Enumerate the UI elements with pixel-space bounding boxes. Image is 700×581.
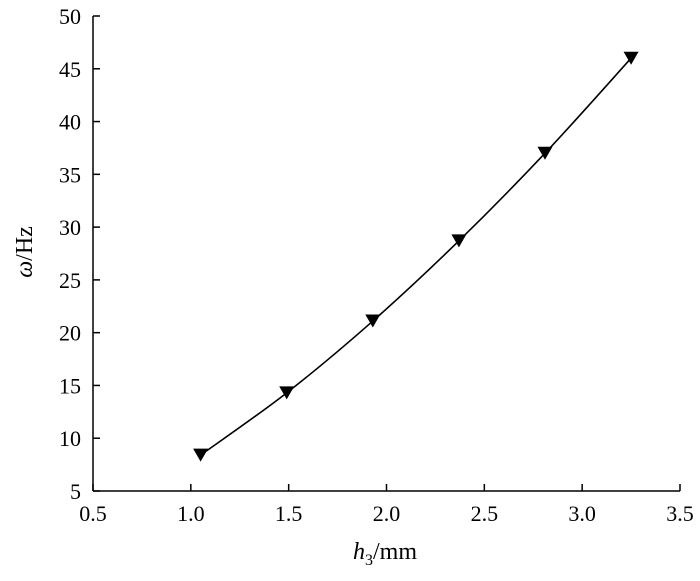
data-point-marker bbox=[537, 146, 553, 160]
x-tick-label: 2.5 bbox=[471, 501, 499, 526]
x-axis-label-main: h bbox=[353, 539, 365, 565]
x-axis-label-unit: /mm bbox=[373, 539, 417, 565]
data-point-marker bbox=[623, 51, 639, 65]
x-tick-label: 3.5 bbox=[666, 501, 694, 526]
x-tick-label: 1.0 bbox=[177, 501, 205, 526]
y-tick-label: 10 bbox=[59, 426, 81, 451]
series-layer bbox=[193, 51, 639, 462]
x-tick-label: 2.0 bbox=[373, 501, 401, 526]
y-tick-label: 45 bbox=[59, 57, 81, 82]
y-axis-label-main: ω bbox=[12, 261, 38, 278]
x-tick-label: 1.5 bbox=[275, 501, 303, 526]
x-axis-label: h3/mm bbox=[353, 539, 417, 569]
series-line bbox=[200, 57, 632, 456]
data-point-marker bbox=[365, 314, 381, 328]
data-point-marker bbox=[193, 448, 209, 462]
x-tick-label: 0.5 bbox=[79, 501, 107, 526]
x-tick-label: 3.0 bbox=[568, 501, 596, 526]
data-point-marker bbox=[451, 234, 467, 248]
x-ticks: 0.5 1.0 1.5 2.0 2.5 3.0 3.5 bbox=[79, 484, 694, 526]
y-tick-label: 50 bbox=[59, 4, 81, 29]
axes bbox=[92, 16, 680, 492]
y-tick-label: 40 bbox=[59, 110, 81, 135]
y-tick-label: 30 bbox=[59, 215, 81, 240]
y-tick-label: 15 bbox=[59, 373, 81, 398]
y-axis-label-unit: /Hz bbox=[12, 226, 38, 261]
y-ticks: 5 10 15 20 25 30 35 40 45 50 bbox=[59, 4, 100, 504]
data-point-marker bbox=[279, 386, 295, 400]
x-axis-label-subscript: 3 bbox=[365, 552, 373, 569]
y-axis-label: ω/Hz bbox=[12, 226, 38, 278]
y-tick-label: 20 bbox=[59, 321, 81, 346]
y-tick-label: 35 bbox=[59, 162, 81, 187]
y-tick-label: 5 bbox=[70, 479, 81, 504]
y-tick-label: 25 bbox=[59, 268, 81, 293]
